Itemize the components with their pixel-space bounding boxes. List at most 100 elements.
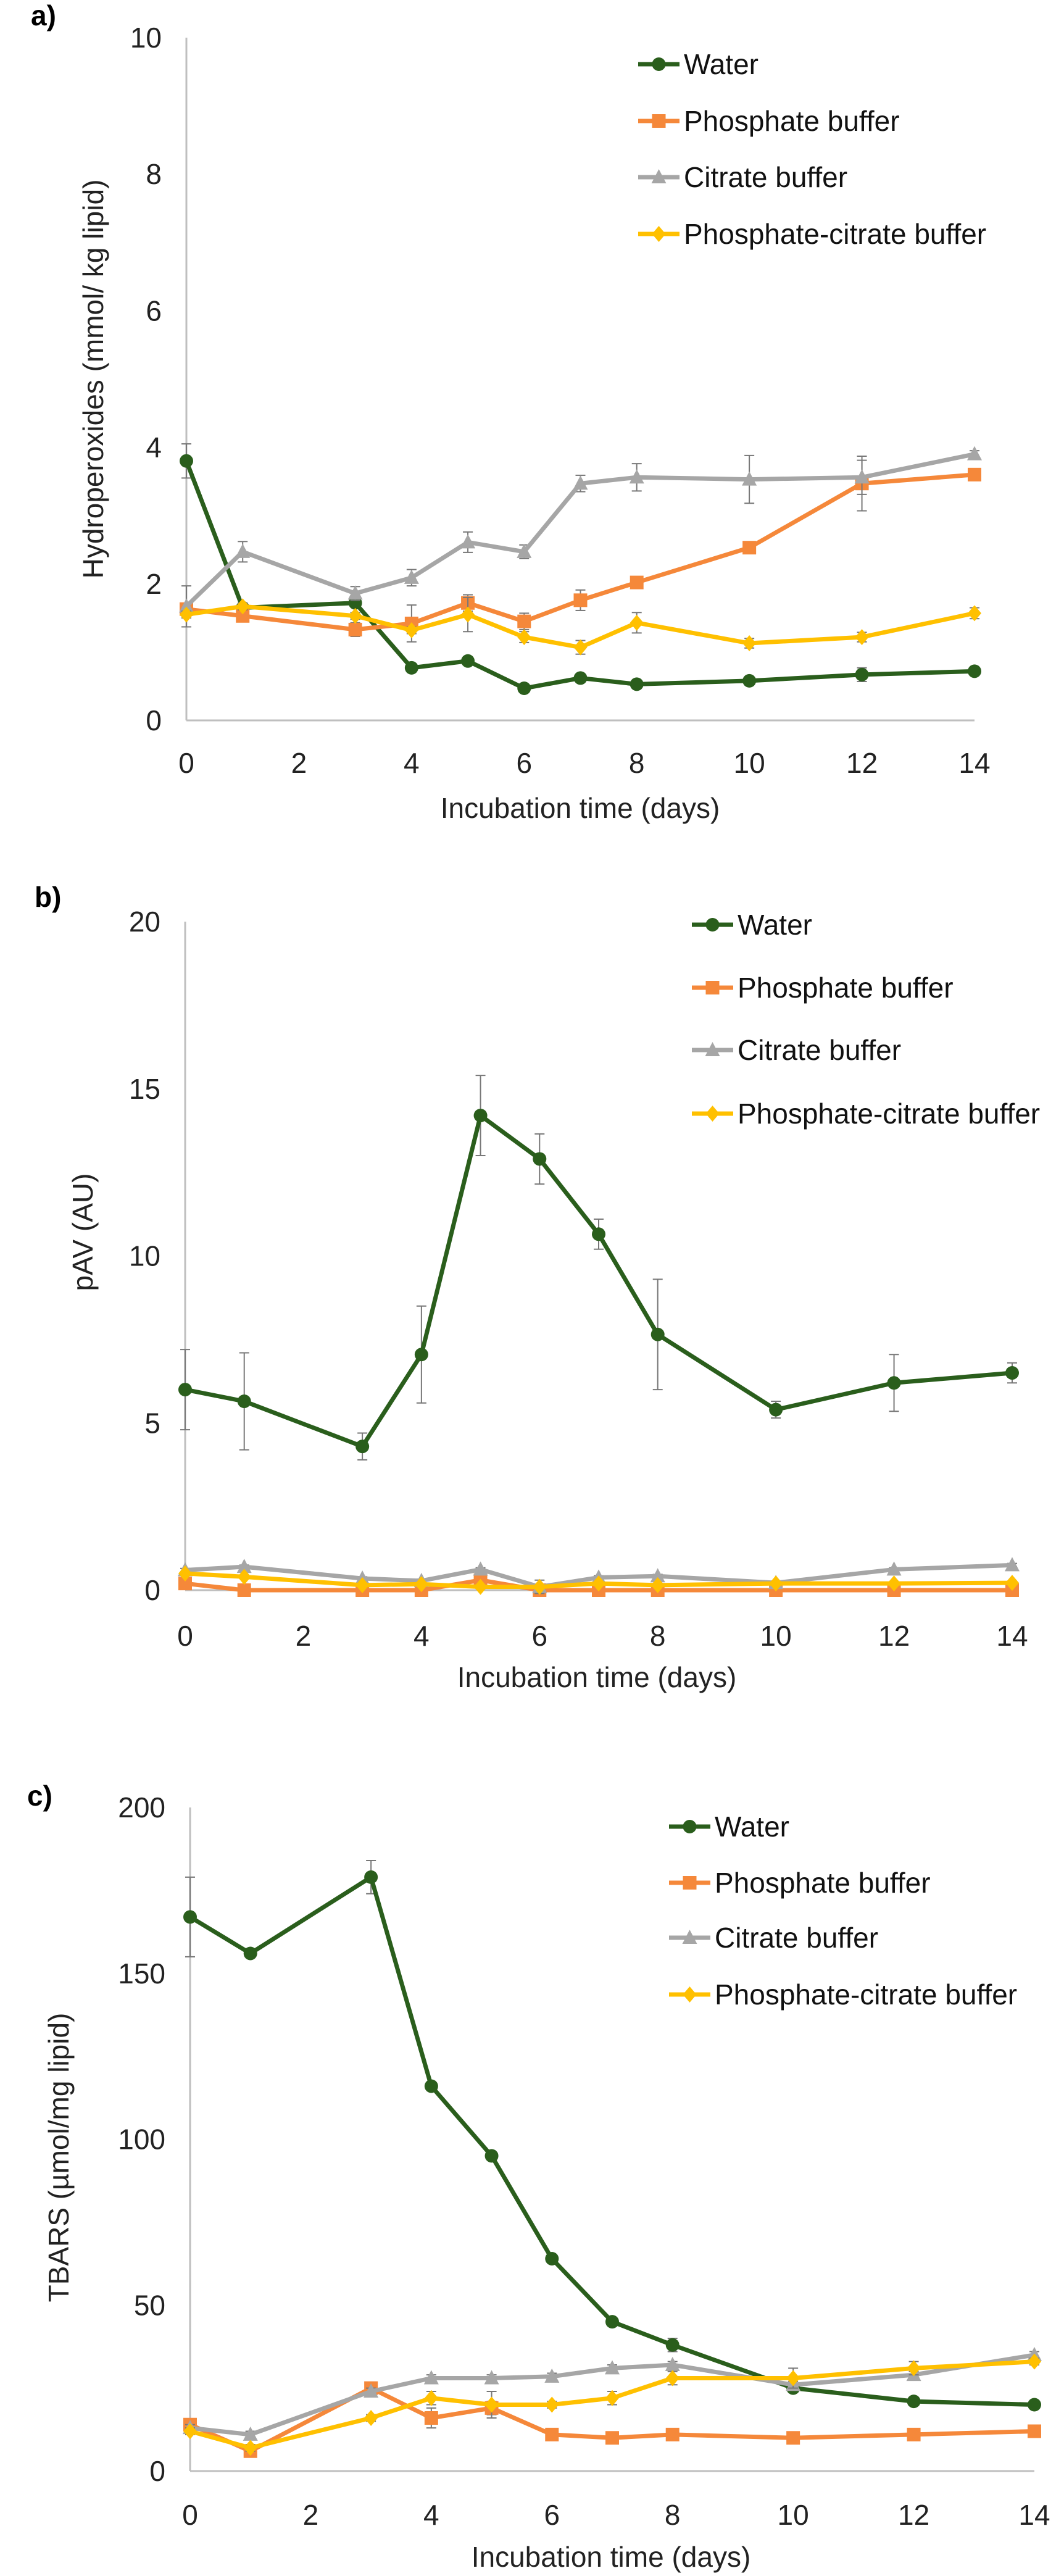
data-point [243, 1946, 257, 1961]
x-tick-label: 10 [760, 1620, 792, 1652]
y-tick-label: 4 [146, 431, 162, 464]
data-point [650, 1327, 665, 1341]
data-point [742, 635, 757, 652]
data-point [592, 1575, 605, 1592]
legend-entry: Water [692, 909, 812, 941]
panel-label: b) [35, 881, 61, 913]
data-point [887, 1575, 901, 1592]
data-point [404, 661, 418, 675]
data-point [886, 1561, 902, 1576]
data-point [573, 639, 588, 656]
legend-entry: Citrate buffer [638, 161, 847, 193]
series-phosphate-citrate-buffer [178, 1565, 1019, 1595]
data-point [243, 2440, 257, 2456]
data-point [237, 1394, 251, 1409]
legend-entry: Phosphate-citrate buffer [669, 1978, 1017, 2011]
chart-panel-a: a) 0 2 4 6 8 10 0 2 4 6 8 10 12 14 Incubation time (day… [31, 0, 991, 824]
data-point [460, 534, 476, 549]
y-tick-label: 2 [146, 568, 162, 600]
data-point [968, 467, 981, 481]
y-axis-title: Hydroperoxides (mmol/ kg lipid) [77, 180, 109, 579]
data-point [1005, 1575, 1019, 1591]
data-point [650, 1568, 665, 1583]
data-point [1005, 1557, 1020, 1572]
data-point [179, 598, 194, 613]
x-tick-label: 2 [296, 1620, 312, 1652]
legend-marker-icon [705, 1106, 720, 1122]
legend-entry: Phosphate buffer [638, 105, 900, 137]
x-tick-label: 10 [778, 2499, 809, 2531]
data-point [424, 2390, 438, 2406]
legend-entry: Phosphate buffer [692, 972, 954, 1004]
data-point [1028, 2424, 1041, 2438]
legend-marker-icon [651, 169, 667, 183]
x-tick-label: 12 [846, 747, 878, 779]
data-point [665, 2357, 680, 2371]
data-point [178, 1383, 192, 1397]
x-tick-label: 4 [404, 747, 420, 779]
x-tick-label: 4 [414, 1620, 430, 1652]
legend-label: Water [684, 48, 759, 80]
data-point [461, 654, 475, 668]
data-point [786, 2370, 800, 2386]
legend-marker-icon [683, 1876, 697, 1890]
legend-marker-icon [705, 918, 720, 932]
data-point [235, 543, 251, 558]
y-tick-label: 50 [134, 2289, 165, 2321]
data-point [484, 2149, 499, 2163]
data-point [236, 1559, 252, 1574]
data-point [769, 1403, 783, 1417]
data-point [348, 607, 362, 624]
legend-label: Phosphate-citrate buffer [684, 218, 986, 250]
data-point [968, 664, 981, 678]
data-point [178, 1565, 192, 1582]
x-tick-label: 6 [544, 2499, 560, 2531]
data-point [742, 541, 757, 555]
x-tick-label: 0 [177, 1620, 193, 1652]
data-point [854, 469, 870, 484]
legend-label: Phosphate-citrate buffer [715, 1978, 1017, 2011]
data-point [887, 1376, 901, 1390]
data-point [404, 569, 419, 584]
legend-entry: Phosphate-citrate buffer [692, 1098, 1040, 1130]
data-point [1028, 2398, 1041, 2412]
data-point [484, 2396, 499, 2413]
series-water [183, 1860, 1041, 2412]
y-tick-label: 200 [118, 1791, 165, 1824]
legend-entry: Citrate buffer [692, 1034, 901, 1066]
data-point [473, 1578, 488, 1595]
legend-marker-icon [705, 981, 720, 994]
x-tick-label: 8 [650, 1620, 666, 1652]
data-point [573, 671, 588, 685]
data-point [484, 2370, 499, 2385]
legend-label: Phosphate buffer [715, 1867, 931, 1899]
x-tick-label: 4 [423, 2499, 439, 2531]
data-point [517, 629, 531, 646]
legend-label: Phosphate buffer [738, 972, 954, 1004]
series-line [185, 1113, 1013, 1449]
data-point [855, 629, 869, 646]
data-point [605, 2360, 620, 2375]
series-citrate-buffer [183, 2346, 1042, 2441]
data-point [473, 1561, 488, 1576]
data-point [1005, 1366, 1019, 1380]
legend-label: Citrate buffer [738, 1034, 901, 1066]
x-tick-label: 8 [665, 2499, 681, 2531]
data-point [545, 2252, 559, 2265]
y-tick-label: 0 [144, 1574, 160, 1606]
legend-label: Water [715, 1811, 789, 1843]
legend-entry: Citrate buffer [669, 1922, 878, 1954]
x-tick-label: 12 [878, 1620, 910, 1652]
data-point [650, 1577, 665, 1593]
legend-marker-icon [652, 57, 666, 71]
legend-marker-icon [652, 114, 666, 128]
data-point [243, 2426, 258, 2441]
data-point [968, 605, 981, 622]
legend-entry: Phosphate buffer [669, 1867, 931, 1899]
data-point [183, 1910, 197, 1924]
legend-marker-icon [705, 1042, 720, 1056]
panel-label: c) [27, 1780, 52, 1812]
data-point [236, 609, 250, 623]
x-tick-label: 2 [303, 2499, 319, 2531]
y-tick-label: 6 [146, 294, 162, 327]
